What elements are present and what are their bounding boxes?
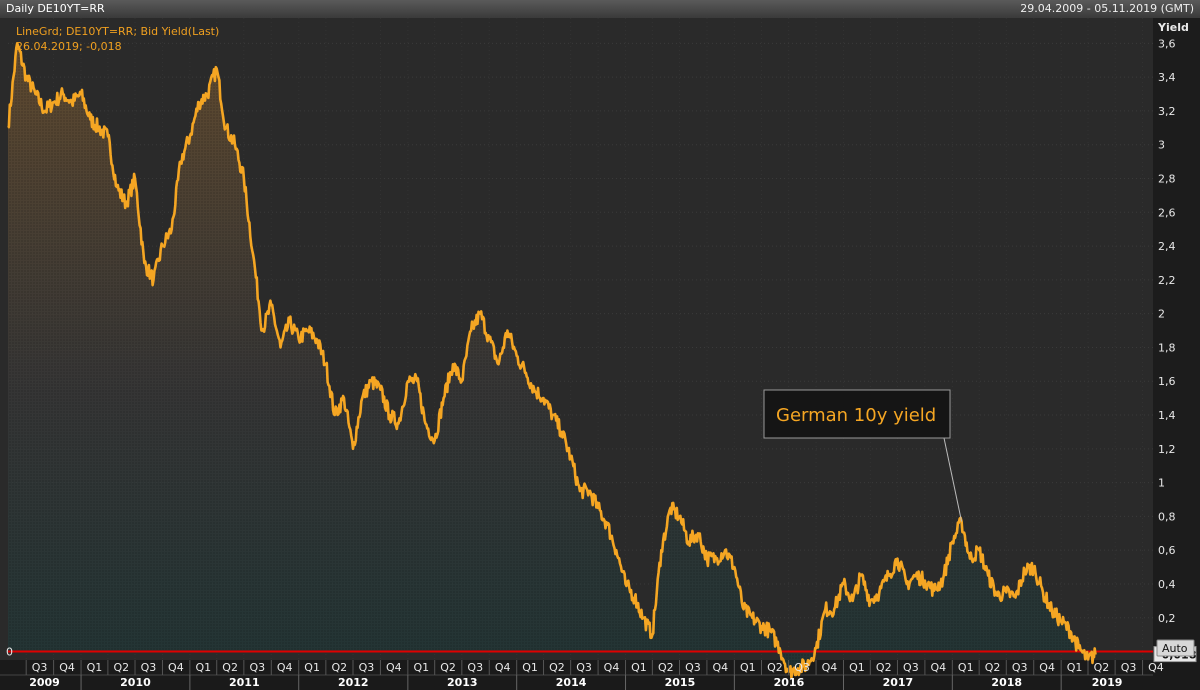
y-tick-label: 2,8 xyxy=(1158,173,1176,186)
x-quarter-label: Q3 xyxy=(794,661,810,674)
x-quarter-label: Q2 xyxy=(331,661,347,674)
y-axis-panel xyxy=(1153,18,1200,660)
y-tick-label: 1,8 xyxy=(1158,341,1176,354)
yield-series-line xyxy=(7,42,1097,679)
auto-scale-button[interactable]: Auto xyxy=(1156,639,1195,657)
x-year-label: 2013 xyxy=(447,676,478,689)
x-quarter-label: Q1 xyxy=(87,661,103,674)
x-quarter-label: Q3 xyxy=(359,661,375,674)
x-quarter-label: Q1 xyxy=(195,661,211,674)
y-tick-label: 1 xyxy=(1158,477,1165,490)
x-quarter-label: Q4 xyxy=(59,661,75,674)
auto-label: Auto xyxy=(1162,642,1188,655)
annotation-leader xyxy=(943,437,963,522)
x-quarter-label: Q3 xyxy=(32,661,48,674)
x-quarter-label: Q1 xyxy=(740,661,756,674)
x-quarter-label: Q3 xyxy=(1012,661,1028,674)
y-tick-label: 2 xyxy=(1158,308,1165,321)
y-tick-label: 1,6 xyxy=(1158,375,1176,388)
x-quarter-label: Q1 xyxy=(631,661,647,674)
y-tick-label: 0,2 xyxy=(1158,612,1176,625)
x-quarter-label: Q4 xyxy=(495,661,511,674)
x-quarter-label: Q2 xyxy=(767,661,783,674)
x-quarter-label: Q3 xyxy=(1121,661,1137,674)
y-tick-label: 2,2 xyxy=(1158,274,1176,287)
x-quarter-label: Q4 xyxy=(713,661,729,674)
x-quarter-label: Q1 xyxy=(849,661,865,674)
x-quarter-label: Q3 xyxy=(685,661,701,674)
y-tick-label: 3,2 xyxy=(1158,105,1176,118)
y-tick-label: 2,4 xyxy=(1158,240,1176,253)
y-axis-title: Yield xyxy=(1157,21,1189,34)
y-tick-label: 2,6 xyxy=(1158,206,1176,219)
x-quarter-label: Q4 xyxy=(277,661,293,674)
x-quarter-label: Q1 xyxy=(1067,661,1083,674)
x-quarter-label: Q2 xyxy=(985,661,1001,674)
x-quarter-label: Q1 xyxy=(958,661,974,674)
x-quarter-label: Q2 xyxy=(222,661,238,674)
x-quarter-label: Q4 xyxy=(168,661,184,674)
x-quarter-label: Q3 xyxy=(141,661,157,674)
x-quarter-label: Q2 xyxy=(1094,661,1110,674)
date-range: 29.04.2009 - 05.11.2019 (GMT) xyxy=(1020,2,1194,15)
x-quarter-label: Q2 xyxy=(549,661,565,674)
x-quarter-label: Q4 xyxy=(822,661,838,674)
x-year-label: 2018 xyxy=(991,676,1022,689)
x-year-label: 2019 xyxy=(1092,676,1123,689)
x-year-label: 2012 xyxy=(338,676,369,689)
legend-line-2: 26.04.2019; -0,018 xyxy=(16,40,122,53)
x-quarter-label: Q1 xyxy=(413,661,429,674)
x-year-label: 2009 xyxy=(29,676,60,689)
legend-line-1: LineGrd; DE10YT=RR; Bid Yield(Last) xyxy=(16,25,219,38)
y-tick-label: 1,2 xyxy=(1158,443,1176,456)
x-year-label: 2011 xyxy=(229,676,260,689)
x-quarter-label: Q1 xyxy=(304,661,320,674)
x-quarter-label: Q4 xyxy=(386,661,402,674)
x-quarter-label: Q3 xyxy=(467,661,483,674)
x-year-label: 2016 xyxy=(774,676,805,689)
x-quarter-label: Q4 xyxy=(1148,661,1164,674)
x-quarter-label: Q3 xyxy=(576,661,592,674)
x-year-label: 2014 xyxy=(556,676,587,689)
x-quarter-label: Q3 xyxy=(249,661,265,674)
x-quarter-label: Q2 xyxy=(113,661,129,674)
zero-label: 0 xyxy=(6,646,13,659)
x-year-label: 2010 xyxy=(120,676,151,689)
y-tick-label: 0,4 xyxy=(1158,578,1176,591)
x-quarter-label: Q2 xyxy=(658,661,674,674)
x-quarter-label: Q2 xyxy=(440,661,456,674)
x-quarter-label: Q4 xyxy=(1039,661,1055,674)
series-area-texture xyxy=(8,43,1096,678)
y-tick-label: 0,6 xyxy=(1158,544,1176,557)
y-tick-label: 3 xyxy=(1158,139,1165,152)
x-quarter-label: Q2 xyxy=(876,661,892,674)
chart-title: Daily DE10YT=RR xyxy=(6,2,105,15)
annotation-box xyxy=(763,389,951,439)
x-quarter-label: Q1 xyxy=(522,661,538,674)
annotation-text: German 10y yield xyxy=(776,405,936,426)
x-quarter-label: Q3 xyxy=(903,661,919,674)
y-tick-label: 1,4 xyxy=(1158,409,1176,422)
y-tick-label: 0,8 xyxy=(1158,510,1176,523)
y-tick-label: 3,4 xyxy=(1158,71,1176,84)
y-tick-label: 3,6 xyxy=(1158,37,1176,50)
x-quarter-label: Q4 xyxy=(604,661,620,674)
x-year-label: 2015 xyxy=(665,676,696,689)
x-quarter-label: Q4 xyxy=(930,661,946,674)
x-year-label: 2017 xyxy=(883,676,914,689)
